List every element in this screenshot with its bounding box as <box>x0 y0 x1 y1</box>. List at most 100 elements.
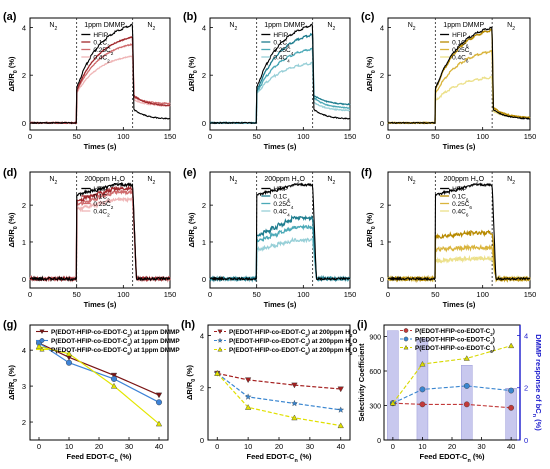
y-tick-label: 300 <box>369 404 381 411</box>
x-tick-label: 0 <box>37 442 41 451</box>
x-tick-label: 0 <box>391 442 395 451</box>
y-tick-label: 0 <box>202 275 206 284</box>
panel-letter: (a) <box>3 11 17 23</box>
x-axis-title: Feed EDOT-Cn (%) <box>247 452 312 464</box>
x-axis-title: Times (s) <box>84 142 117 151</box>
y-tick-label: 2 <box>200 384 204 393</box>
legend-label: P(EDOT-HFIP-co-EDOT-C2) at 200ppm H2O <box>229 329 357 338</box>
x-axis-title: Times (s) <box>443 142 476 151</box>
plot-frame <box>209 17 351 131</box>
x-tick-label: 40 <box>507 442 515 451</box>
x-tick-label: 40 <box>337 442 345 451</box>
legend-label: P(EDOT-HFIP-co-EDOT-C4) at 200ppm H2O <box>229 338 357 347</box>
y-tick-label: 0 <box>22 275 26 284</box>
y-tick-label: 600 <box>369 369 381 376</box>
region-label: N2 <box>327 22 335 32</box>
region-label: N2 <box>507 22 515 32</box>
data-point <box>508 387 515 394</box>
data-point <box>508 342 515 349</box>
legend-label: 0.4C2 <box>93 55 110 64</box>
y-tick-label: 1 <box>380 238 384 247</box>
y2-tick-label: 4 <box>524 331 528 340</box>
y-tick-label: 4 <box>380 24 384 33</box>
legend-label: 0.1C4 <box>273 40 290 49</box>
panel-letter: (c) <box>361 11 375 23</box>
series-line-hfip <box>29 181 171 283</box>
y-tick-label: 2 <box>22 201 26 210</box>
y-tick-label: 4 <box>22 24 26 33</box>
x-tick-label: 150 <box>524 132 537 141</box>
series-line-0-25c4 <box>209 223 351 283</box>
panel-a: 0 50 100 150 0 2 4 Times (s) ΔR/R0 (%) N2 1ppm DMM… <box>3 11 176 151</box>
selectivity-bar <box>387 330 399 441</box>
legend-label: P(EDOT-HFIP-co-EDOT-C2) <box>415 328 495 337</box>
y2-tick-label: 2 <box>524 384 528 393</box>
panel-b: 0 50 100 150 0 2 4 Times (s) ΔR/R0 (%) N2 1ppm DMM… <box>183 11 356 151</box>
legend-label: P(EDOT-HFIP-co-EDOT-C6) at 200ppm H2O <box>229 347 357 356</box>
x-tick-label: 20 <box>275 442 283 451</box>
y-tick-label: 3 <box>22 382 26 391</box>
y-tick-label: 2 <box>380 201 384 210</box>
data-point <box>155 420 163 427</box>
series-line <box>392 345 512 404</box>
x-tick-label: 50 <box>431 290 439 299</box>
panel-g: 0 10 20 30 40 2 3 4 Feed EDOT-Cn (%) ΔR/R0 (%) P(E… <box>3 319 180 464</box>
x-tick-label: 150 <box>524 290 537 299</box>
region-label: N2 <box>147 22 155 32</box>
panel-d: 0 50 100 150 0 1 2 Times (s) ΔR/R0 (%) N2 200ppm H… <box>3 167 176 309</box>
x-tick-label: 10 <box>65 442 73 451</box>
legend-label: P(EDOT-HFIP-co-EDOT-C4) at 1ppm DMMP <box>51 338 180 347</box>
x-tick-label: 100 <box>297 290 310 299</box>
series-line-0-1c4 <box>209 214 351 283</box>
region-label: 1ppm DMMP <box>443 22 484 29</box>
x-tick-label: 50 <box>252 132 260 141</box>
data-point <box>217 329 223 335</box>
x-tick-label: 50 <box>72 290 80 299</box>
y-tick-label: 4 <box>202 24 206 33</box>
x-axis-title: Feed EDOT-Cn (%) <box>420 452 485 464</box>
region-label: 200ppm H2O <box>84 176 125 186</box>
x-tick-label: 100 <box>117 290 130 299</box>
x-tick-label: 10 <box>244 442 252 451</box>
series-line <box>38 346 160 425</box>
series-line-0-1c6 <box>387 229 531 284</box>
x-tick-label: 100 <box>476 132 489 141</box>
legend-label: 0.1C4 <box>273 194 290 203</box>
y-axis-title: ΔR/R0 (%) <box>365 212 377 248</box>
y-tick-label: 1 <box>202 238 206 247</box>
data-point <box>403 336 409 342</box>
x-tick-label: 100 <box>476 290 489 299</box>
x-axis-title: Times (s) <box>264 300 297 309</box>
data-point <box>65 350 73 357</box>
y2-axis-title: DMMP response of bCn (%) <box>531 334 543 431</box>
legend-label: 0.25C4 <box>273 201 293 210</box>
data-point <box>337 422 344 429</box>
legend-label: 0.1C6 <box>452 194 469 203</box>
y-tick-label: 0 <box>202 119 206 128</box>
y-tick-label: 0 <box>22 119 26 128</box>
panel-letter: (h) <box>181 319 195 331</box>
legend-label: 0.25C2 <box>93 201 113 210</box>
series-line-hfip <box>387 26 531 125</box>
x-tick-label: 0 <box>208 290 212 299</box>
y-axis-title: ΔR/R0 (%) <box>187 56 199 92</box>
legend-label: 0.4C6 <box>452 55 469 64</box>
x-axis-title: Times (s) <box>443 300 476 309</box>
region-label: 200ppm H2O <box>443 176 484 186</box>
x-tick-label: 150 <box>164 290 177 299</box>
data-point <box>244 393 252 400</box>
legend-label: 0.4C4 <box>273 209 290 218</box>
x-tick-label: 100 <box>297 132 310 141</box>
x-tick-label: 30 <box>477 442 485 451</box>
data-point <box>65 359 72 366</box>
y-tick-label: 0 <box>377 438 381 445</box>
y-tick-label: 2 <box>202 71 206 80</box>
data-point <box>39 329 45 335</box>
y-tick-label: 2 <box>22 418 26 427</box>
data-point <box>508 404 515 411</box>
data-point <box>403 328 409 333</box>
series-line <box>38 342 160 403</box>
panel-letter: (g) <box>3 319 17 331</box>
region-label: N2 <box>147 176 155 186</box>
series-line <box>216 372 341 427</box>
